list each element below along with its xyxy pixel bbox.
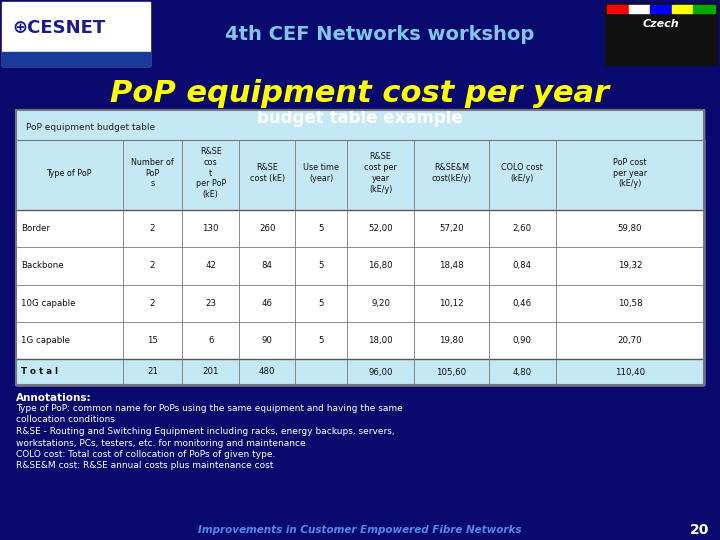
Text: 20: 20 (690, 523, 710, 537)
Text: 59,80: 59,80 (618, 224, 642, 233)
Text: 5: 5 (318, 261, 324, 271)
Text: 90: 90 (261, 336, 273, 345)
Text: R&SE - Routing and Switching Equipment including racks, energy backups, servers,: R&SE - Routing and Switching Equipment i… (16, 427, 395, 436)
Bar (16, 140, 704, 210)
Bar (16, 247, 704, 285)
Bar (629, 5, 650, 13)
Text: 10,12: 10,12 (439, 299, 464, 308)
Text: R&SE
cost per
year
(kE/y): R&SE cost per year (kE/y) (364, 152, 397, 194)
Text: 4th CEF Networks workshop: 4th CEF Networks workshop (225, 24, 535, 44)
Text: 260: 260 (259, 224, 275, 233)
Text: 19,32: 19,32 (618, 261, 642, 271)
Text: Type of PoP: Type of PoP (47, 168, 92, 178)
Text: 2: 2 (150, 224, 156, 233)
Text: 0,90: 0,90 (513, 336, 532, 345)
Text: PoP cost
per year
(kE/y): PoP cost per year (kE/y) (613, 158, 647, 188)
Bar (16, 285, 704, 322)
Text: 10,58: 10,58 (618, 299, 642, 308)
Text: Border: Border (21, 224, 50, 233)
Text: 23: 23 (205, 299, 216, 308)
Text: 1G capable: 1G capable (21, 336, 70, 345)
Text: Czech: Czech (643, 19, 679, 29)
Text: PoP equipment budget table: PoP equipment budget table (26, 124, 155, 132)
Text: 5: 5 (318, 336, 324, 345)
Text: 110,40: 110,40 (615, 368, 645, 376)
Text: COLO cost
(kE/y): COLO cost (kE/y) (502, 163, 544, 183)
Text: Backbone: Backbone (21, 261, 63, 271)
Text: 2: 2 (150, 261, 156, 271)
Text: 46: 46 (261, 299, 273, 308)
Text: T o t a l: T o t a l (21, 368, 58, 376)
Text: 96,00: 96,00 (369, 368, 393, 376)
Bar (2, 52, 150, 66)
Text: 18,00: 18,00 (369, 336, 393, 345)
Text: Type of PoP: common name for PoPs using the same equipment and having the same: Type of PoP: common name for PoPs using … (16, 404, 402, 413)
Text: 21: 21 (147, 368, 158, 376)
Bar (16, 210, 704, 247)
Text: 130: 130 (202, 224, 219, 233)
Bar (672, 5, 693, 13)
Text: COLO cost: Total cost of collocation of PoPs of given type.: COLO cost: Total cost of collocation of … (16, 450, 275, 459)
Text: 0,46: 0,46 (513, 299, 532, 308)
Text: 4,80: 4,80 (513, 368, 532, 376)
Bar (16, 110, 704, 385)
Text: 57,20: 57,20 (439, 224, 464, 233)
Text: workstations, PCs, testers, etc. for monitoring and maintenance: workstations, PCs, testers, etc. for mon… (16, 438, 305, 448)
Bar (693, 5, 715, 13)
Text: 42: 42 (205, 261, 216, 271)
Text: 201: 201 (202, 368, 219, 376)
Text: 16,80: 16,80 (369, 261, 393, 271)
Text: Use time
(year): Use time (year) (303, 163, 339, 183)
Bar (605, 3, 717, 65)
Bar (16, 110, 704, 385)
Text: PoP equipment cost per year: PoP equipment cost per year (110, 79, 610, 109)
Text: 2: 2 (150, 299, 156, 308)
Text: budget table example: budget table example (257, 109, 463, 127)
Bar (650, 5, 672, 13)
Text: Annotations:: Annotations: (16, 393, 91, 403)
Bar (16, 322, 704, 359)
Bar (2, 2, 150, 66)
Text: 105,60: 105,60 (436, 368, 467, 376)
Text: 19,80: 19,80 (439, 336, 464, 345)
Text: Number of
PoP
s: Number of PoP s (131, 158, 174, 188)
Text: 6: 6 (208, 336, 213, 345)
Text: R&SE&M
cost(kE/y): R&SE&M cost(kE/y) (431, 163, 472, 183)
Text: R&SE&M cost: R&SE annual costs plus maintenance cost: R&SE&M cost: R&SE annual costs plus main… (16, 462, 274, 470)
Text: 0,84: 0,84 (513, 261, 532, 271)
Text: 5: 5 (318, 299, 324, 308)
Text: R&SE
cos
t
per PoP
(kE): R&SE cos t per PoP (kE) (196, 147, 226, 199)
Text: 18,48: 18,48 (439, 261, 464, 271)
Text: 9,20: 9,20 (371, 299, 390, 308)
Text: 5: 5 (318, 224, 324, 233)
Text: 52,00: 52,00 (369, 224, 393, 233)
Text: 20,70: 20,70 (618, 336, 642, 345)
Text: 10G capable: 10G capable (21, 299, 76, 308)
Text: Improvements in Customer Empowered Fibre Networks: Improvements in Customer Empowered Fibre… (198, 525, 522, 535)
Text: 480: 480 (259, 368, 275, 376)
Text: ⊕CESNET: ⊕CESNET (12, 19, 105, 37)
Bar (607, 5, 629, 13)
Bar (16, 359, 704, 385)
Text: R&SE
cost (kE): R&SE cost (kE) (250, 163, 284, 183)
Text: 84: 84 (261, 261, 273, 271)
Text: 2,60: 2,60 (513, 224, 532, 233)
Text: collocation conditions: collocation conditions (16, 415, 115, 424)
Text: 15: 15 (147, 336, 158, 345)
